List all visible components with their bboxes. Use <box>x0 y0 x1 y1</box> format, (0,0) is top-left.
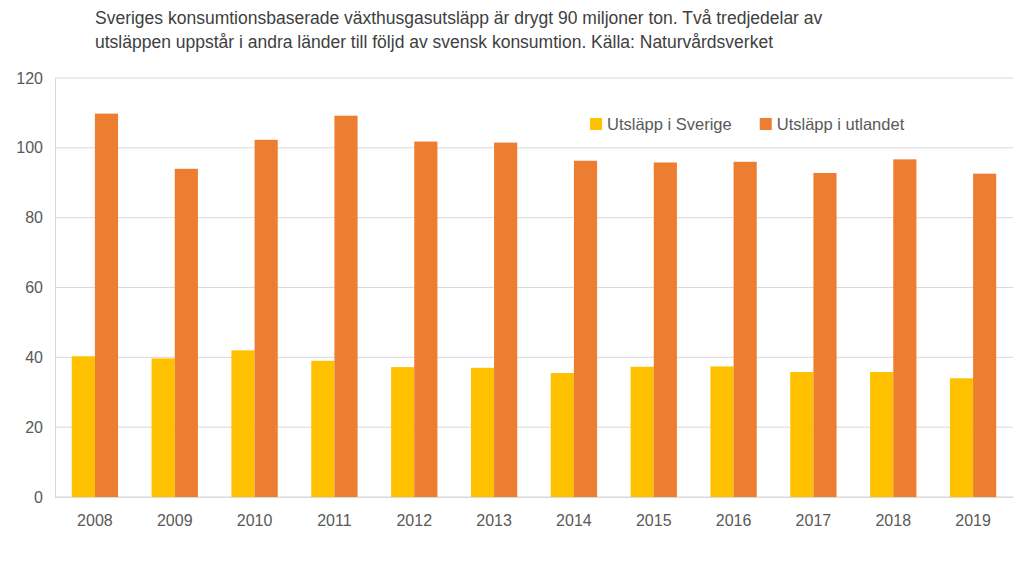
y-tick-label: 120 <box>16 70 43 87</box>
y-tick-label: 100 <box>16 139 43 156</box>
x-tick: 2009 <box>157 497 193 529</box>
bar <box>334 116 357 497</box>
bar <box>631 367 654 497</box>
chart: Sveriges konsumtionsbaserade växthusgasu… <box>0 0 1024 576</box>
bar <box>813 173 836 497</box>
bar <box>72 356 95 497</box>
x-tick: 2010 <box>237 497 273 529</box>
x-tick-label: 2011 <box>317 512 352 529</box>
bar <box>574 161 597 497</box>
x-tick: 2019 <box>955 497 991 529</box>
x-tick: 2014 <box>556 497 592 529</box>
grid-line <box>55 357 1013 358</box>
x-tick-label: 2008 <box>77 512 113 529</box>
y-axis: 0 20 40 60 80 100 120 <box>16 70 55 506</box>
y-tick: 0 <box>34 489 55 506</box>
bar <box>494 143 517 497</box>
x-tick: 2016 <box>716 497 752 529</box>
legend: Utsläpp i Sverige Utsläpp i utlandet <box>590 115 905 133</box>
bar <box>391 367 414 497</box>
legend-swatch <box>760 118 772 130</box>
title: Sveriges konsumtionsbaserade växthusgasu… <box>95 8 823 52</box>
x-tick: 2008 <box>77 497 113 529</box>
y-tick: 40 <box>25 349 55 366</box>
legend-label: Utsläpp i utlandet <box>777 115 905 133</box>
bar-series <box>95 114 996 497</box>
x-tick-label: 2009 <box>157 512 193 529</box>
bar <box>973 174 996 497</box>
x-axis-line <box>56 497 1014 498</box>
legend-item: Utsläpp i Sverige <box>590 115 732 133</box>
y-tick: 100 <box>16 139 55 156</box>
grid-line <box>55 147 1013 148</box>
x-tick-label: 2014 <box>556 512 592 529</box>
grid-line <box>55 497 1013 498</box>
x-tick-label: 2012 <box>396 512 432 529</box>
x-tick: 2012 <box>396 497 432 529</box>
bar <box>255 140 278 497</box>
x-tick-label: 2017 <box>796 512 832 529</box>
x-tick-label: 2013 <box>476 512 512 529</box>
bar <box>950 378 973 497</box>
bar <box>414 142 437 497</box>
y-tick: 80 <box>25 209 55 226</box>
y-axis-line <box>55 79 56 498</box>
grid-line <box>55 287 1013 288</box>
x-axis: 2008 2009 2010 2011 2012 2013 2014 2015 2016 2017… <box>56 497 1014 529</box>
x-tick-label: 2015 <box>636 512 672 529</box>
grid-line <box>55 427 1013 428</box>
y-tick-label: 80 <box>25 209 43 226</box>
bar <box>175 169 198 497</box>
y-tick-label: 60 <box>25 279 43 296</box>
x-tick-label: 2019 <box>955 512 991 529</box>
legend-swatch <box>590 118 602 130</box>
y-tick-label: 0 <box>34 489 43 506</box>
legend-label: Utsläpp i Sverige <box>607 115 732 133</box>
bar <box>152 358 175 497</box>
bars <box>72 114 996 497</box>
bar <box>95 114 118 497</box>
bar <box>654 162 677 497</box>
x-tick: 2013 <box>476 497 512 529</box>
grid-line <box>55 78 1013 79</box>
bar <box>471 368 494 497</box>
y-tick: 60 <box>25 279 55 296</box>
y-tick: 20 <box>25 419 55 436</box>
bar <box>893 159 916 497</box>
bar <box>231 350 254 497</box>
x-tick: 2017 <box>796 497 832 529</box>
bar <box>870 372 893 497</box>
bar <box>551 373 574 497</box>
bar <box>710 366 733 497</box>
y-tick-label: 20 <box>25 419 43 436</box>
legend-item: Utsläpp i utlandet <box>760 115 905 133</box>
x-tick-label: 2016 <box>716 512 752 529</box>
grid <box>55 78 1013 497</box>
bar-series <box>72 350 973 497</box>
grid-line <box>55 217 1013 218</box>
x-tick-label: 2010 <box>237 512 273 529</box>
y-tick: 120 <box>16 70 55 87</box>
bar <box>311 361 334 497</box>
y-tick-label: 40 <box>25 349 43 366</box>
x-tick: 2011 <box>317 497 352 529</box>
x-tick: 2018 <box>875 497 911 529</box>
x-tick: 2015 <box>636 497 672 529</box>
x-tick-label: 2018 <box>875 512 911 529</box>
bar <box>734 162 757 497</box>
bar <box>790 372 813 497</box>
